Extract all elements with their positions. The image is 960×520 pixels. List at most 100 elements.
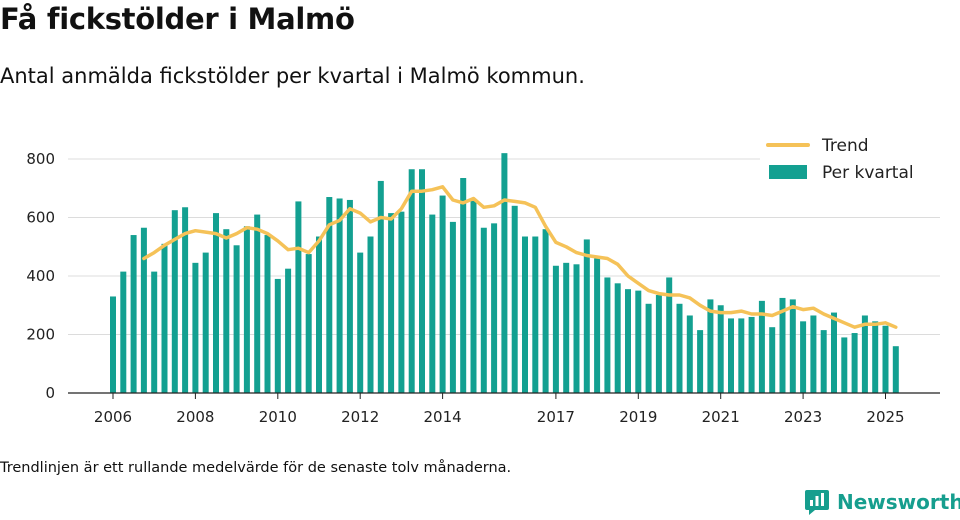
- bar: [161, 243, 168, 393]
- bar: [171, 210, 178, 393]
- bar: [645, 303, 652, 393]
- bar: [305, 254, 312, 393]
- y-tick-label: 0: [45, 384, 55, 402]
- bar: [769, 327, 776, 393]
- bar: [377, 180, 384, 393]
- bar: [491, 223, 498, 393]
- bar: [110, 296, 116, 393]
- legend-background: [760, 128, 940, 190]
- chart-title: Få fickstölder i Malmö: [0, 2, 355, 36]
- x-tick-label: 2025: [866, 408, 904, 426]
- x-tick-label: 2006: [94, 408, 132, 426]
- y-tick-label: 400: [26, 267, 55, 285]
- bar: [542, 229, 549, 393]
- bar: [449, 221, 456, 393]
- bar: [336, 198, 343, 393]
- bar: [501, 153, 508, 393]
- bar: [398, 211, 405, 393]
- bar: [233, 245, 240, 393]
- bar: [666, 277, 673, 393]
- trend-series: [142, 185, 898, 329]
- x-tick-label: 2010: [259, 408, 297, 426]
- bar: [810, 315, 817, 393]
- brand-name: Newsworthy: [837, 490, 960, 514]
- bar: [243, 226, 250, 393]
- bar: [274, 278, 281, 393]
- x-tick-label: 2014: [424, 408, 462, 426]
- bar: [563, 262, 570, 393]
- bar: [635, 290, 642, 393]
- legend-bar-swatch: [769, 165, 807, 179]
- newsworthy-logo-icon: [805, 490, 829, 515]
- bar: [470, 199, 477, 393]
- x-tick-label: 2021: [702, 408, 740, 426]
- x-tick-label: 2012: [341, 408, 379, 426]
- bar: [346, 199, 353, 393]
- bar: [748, 316, 755, 393]
- x-tick-label: 2019: [619, 408, 657, 426]
- bar: [264, 235, 271, 393]
- bar: [254, 214, 261, 393]
- bar: [439, 195, 446, 393]
- brand-logo: Newsworthy: [804, 488, 960, 516]
- bar: [182, 207, 189, 393]
- bar: [213, 213, 219, 393]
- trend-line: [142, 185, 898, 329]
- bar: [140, 227, 147, 393]
- bar: [408, 169, 415, 393]
- bar: [552, 265, 559, 393]
- bar: [357, 252, 364, 393]
- bar: [707, 299, 714, 393]
- bar: [522, 236, 528, 393]
- bar: [717, 305, 724, 393]
- bar: [285, 268, 292, 393]
- bar: [625, 289, 631, 393]
- y-tick-label: 800: [26, 150, 55, 168]
- legend-trend-label: Trend: [821, 136, 869, 156]
- y-tick-label: 600: [26, 209, 55, 227]
- bar: [831, 312, 837, 393]
- legend-bar-label: Per kvartal: [822, 163, 914, 183]
- bar: [861, 315, 868, 393]
- bar: [872, 321, 879, 393]
- bar: [120, 271, 127, 393]
- bar: [326, 197, 333, 393]
- bar: [223, 229, 230, 393]
- bar: [532, 236, 539, 393]
- bar: [851, 333, 858, 393]
- bar: [419, 169, 425, 393]
- bar: [573, 264, 580, 393]
- bar: [480, 227, 487, 393]
- bar: [882, 325, 889, 393]
- bar: [151, 271, 158, 393]
- bar: [676, 303, 683, 393]
- bars-series: [110, 153, 899, 393]
- bar: [779, 297, 786, 393]
- legend: Trend Per kvartal: [760, 128, 940, 190]
- bar: [892, 346, 899, 393]
- bar: [789, 299, 796, 393]
- bar: [202, 252, 209, 393]
- bar: [800, 321, 807, 393]
- bar: [841, 337, 848, 393]
- bar: [460, 178, 467, 393]
- x-tick-label: 2017: [537, 408, 575, 426]
- bar-chart: 0 200 400 600 800 2006 2008 2010 2012 2014 2017 20…: [26, 128, 940, 426]
- bar: [594, 258, 601, 393]
- x-tick-label: 2008: [176, 408, 214, 426]
- bar: [316, 236, 322, 393]
- x-axis: 2006 2008 2010 2012 2014 2017 2019 2021 2023 2025: [68, 392, 940, 426]
- bar: [295, 201, 302, 393]
- bar: [758, 300, 765, 393]
- bar: [511, 205, 518, 393]
- bar: [686, 315, 693, 393]
- bar: [655, 295, 662, 393]
- bar: [583, 239, 590, 393]
- bar: [820, 330, 827, 393]
- bar: [697, 330, 704, 393]
- bar: [130, 235, 137, 393]
- bar: [604, 277, 611, 393]
- bar: [388, 213, 395, 393]
- bar: [728, 318, 734, 393]
- y-tick-label: 200: [26, 326, 55, 344]
